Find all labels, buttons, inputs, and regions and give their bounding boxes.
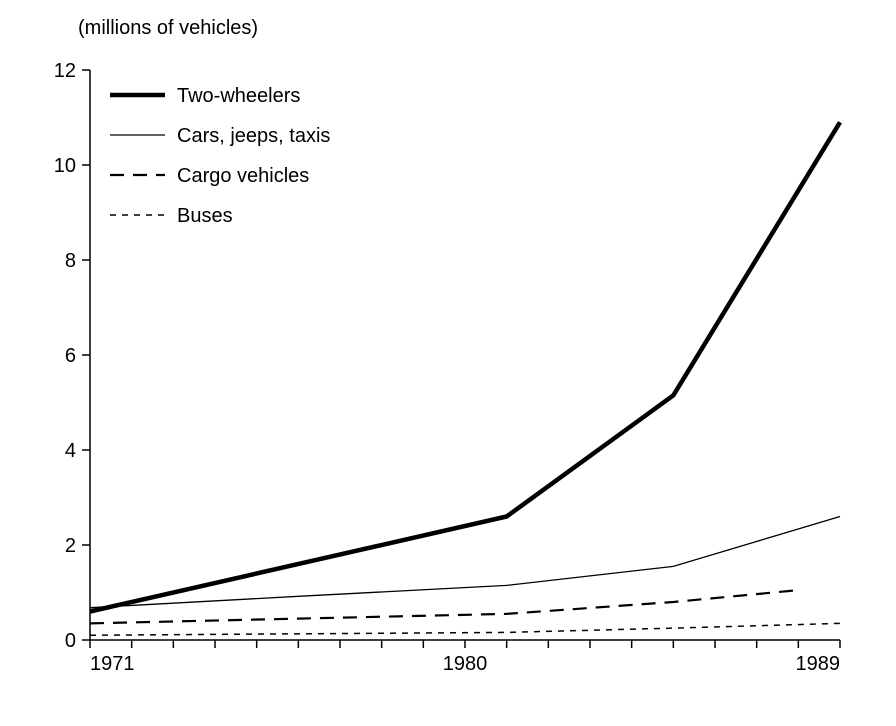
legend-label: Two-wheelers <box>177 85 300 107</box>
x-tick-label: 1971 <box>90 653 135 675</box>
chart-background <box>0 0 896 726</box>
line-chart: (millions of vehicles) 0 2 4 6 8 10 12 1971 1980 1… <box>0 0 896 726</box>
legend-label: Cars, jeeps, taxis <box>177 125 330 147</box>
y-tick-label: 2 <box>65 535 76 557</box>
y-tick-label: 8 <box>65 250 76 272</box>
y-tick-label: 4 <box>65 440 76 462</box>
legend-label: Cargo vehicles <box>177 165 309 187</box>
x-tick-label: 1989 <box>796 653 841 675</box>
legend-label: Buses <box>177 205 233 227</box>
y-tick-label: 12 <box>54 60 76 82</box>
chart-svg: (millions of vehicles) 0 2 4 6 8 10 12 1971 1980 1… <box>0 0 896 726</box>
chart-title: (millions of vehicles) <box>78 17 258 39</box>
y-tick-label: 0 <box>65 630 76 652</box>
y-tick-label: 6 <box>65 345 76 367</box>
x-tick-label: 1980 <box>443 653 488 675</box>
y-tick-label: 10 <box>54 155 76 177</box>
